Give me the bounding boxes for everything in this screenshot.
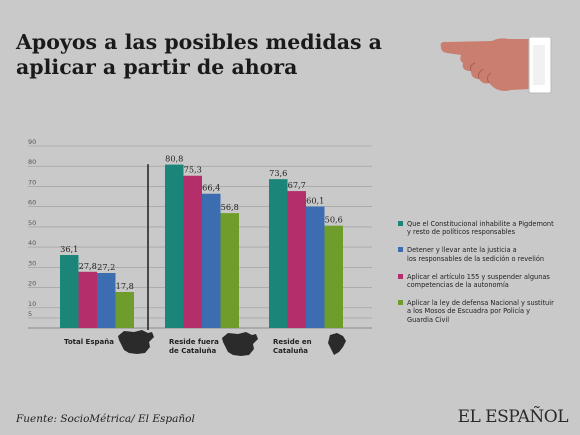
brand-logo: EL ESPAÑOL: [457, 407, 569, 427]
data-label: 27,8: [79, 261, 97, 271]
page-title: Apoyos a las posibles medidas a aplicar …: [16, 30, 382, 79]
legend-label: Aplicar la ley de defensa Nacional y sus…: [407, 299, 554, 308]
data-label: 36,1: [60, 244, 78, 254]
y-tick-label: 70: [28, 178, 36, 186]
data-label: 27,2: [97, 262, 115, 272]
data-label: 56,8: [221, 202, 239, 212]
legend-item: Detener y llevar ante la justicia a los …: [398, 246, 570, 263]
data-label: 66,4: [202, 183, 220, 193]
legend-label: y resto de políticos responsables: [407, 228, 516, 237]
legend-label: Aplicar el artículo 155 y suspender algu…: [407, 272, 550, 281]
legend-item: Que el Constitucional inhabilite a Pigde…: [398, 220, 570, 236]
legend-label: competencias de la autonomía: [407, 281, 509, 290]
data-label: 73,6: [269, 168, 287, 178]
y-tick-label: 10: [28, 300, 36, 308]
data-label: 50,6: [325, 215, 343, 225]
bar: [165, 164, 184, 328]
legend-item: Aplicar la ley de defensa Nacional y sus…: [398, 299, 570, 324]
legend-label: Que el Constitucional inhabilite a Pigde…: [407, 220, 554, 228]
bar: [306, 206, 325, 328]
spain-map-icon: [118, 330, 154, 354]
y-tick-label: 90: [28, 138, 36, 146]
x-tick-label: Total España: [64, 338, 114, 346]
x-tick-label: Cataluña: [273, 347, 308, 355]
data-label: 75,3: [184, 165, 202, 175]
legend-swatch: [398, 300, 403, 306]
bar: [78, 271, 97, 328]
bar: [324, 225, 343, 328]
legend-label: Detener y llevar ante la justicia a: [407, 246, 517, 255]
catalonia-map-icon: [328, 333, 346, 355]
bar: [115, 292, 134, 328]
bar: [269, 179, 288, 328]
legend-item: Aplicar el artículo 155 y suspender algu…: [398, 273, 570, 289]
pointing-hand-icon: [440, 37, 552, 94]
x-tick-label: Reside en: [273, 338, 312, 346]
source-note: Fuente: SocioMétrica/ El Español: [16, 413, 195, 425]
data-label: 80,8: [165, 154, 183, 164]
data-label: 17,8: [116, 281, 134, 291]
bar: [97, 272, 116, 328]
legend-swatch: [398, 247, 403, 253]
bar: [60, 254, 79, 328]
data-label: 67,7: [288, 180, 306, 190]
x-tick-label: de Cataluña: [169, 347, 216, 355]
bar: [202, 193, 221, 328]
spain-map-icon: [222, 332, 258, 356]
x-tick-label: Reside fuera: [169, 338, 219, 346]
legend-swatch: [398, 273, 403, 279]
y-tick-label: 60: [28, 199, 36, 207]
legend-label: a los Mosos de Escuadra por Policía y: [407, 307, 531, 316]
legend-swatch: [398, 221, 403, 226]
y-tick-label: 20: [28, 280, 36, 288]
bar: [220, 213, 239, 328]
data-label: 60,1: [306, 195, 324, 205]
legend-label: los responsables de la sedición o reveli…: [407, 254, 545, 263]
y-tick-label: 30: [28, 259, 36, 267]
legend-label: Guardia Civil: [407, 315, 450, 324]
y-tick-label: 5: [28, 310, 32, 318]
bar: [287, 191, 306, 328]
bar: [183, 175, 202, 328]
chart-legend: Que el Constitucional inhabilite a Pigde…: [398, 220, 570, 334]
y-tick-label: 80: [28, 158, 36, 166]
y-tick-label: 40: [28, 239, 36, 247]
y-tick-label: 50: [28, 219, 36, 227]
